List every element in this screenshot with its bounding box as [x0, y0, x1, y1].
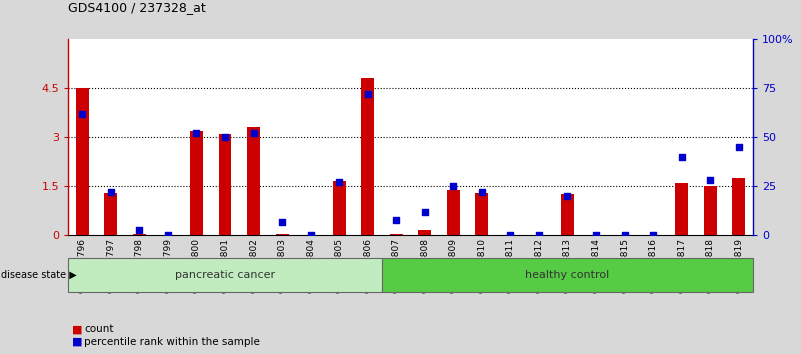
Point: [704, 178, 717, 183]
Bar: [704, 186, 717, 235]
Point: [133, 227, 146, 232]
Point: [646, 233, 659, 238]
Bar: [248, 127, 260, 235]
Bar: [332, 181, 345, 235]
Bar: [447, 190, 460, 235]
Point: [447, 183, 460, 189]
Bar: [390, 234, 403, 235]
Point: [276, 219, 288, 224]
Point: [76, 111, 89, 116]
Point: [533, 233, 545, 238]
Bar: [675, 183, 688, 235]
Bar: [732, 178, 745, 235]
Point: [390, 217, 403, 223]
Point: [618, 233, 631, 238]
Bar: [276, 234, 288, 235]
Text: disease state ▶: disease state ▶: [1, 270, 77, 280]
Point: [476, 189, 489, 195]
Bar: [190, 131, 203, 235]
Point: [104, 189, 117, 195]
Point: [561, 193, 574, 199]
Bar: [68, 258, 382, 292]
Bar: [561, 194, 574, 235]
Point: [162, 233, 175, 238]
Point: [504, 233, 517, 238]
Point: [732, 144, 745, 150]
Bar: [382, 258, 753, 292]
Point: [418, 209, 431, 215]
Text: healthy control: healthy control: [525, 270, 610, 280]
Point: [332, 179, 345, 185]
Bar: [476, 193, 489, 235]
Point: [590, 233, 602, 238]
Text: pancreatic cancer: pancreatic cancer: [175, 270, 275, 280]
Bar: [418, 230, 431, 235]
Text: percentile rank within the sample: percentile rank within the sample: [84, 337, 260, 347]
Point: [248, 130, 260, 136]
Bar: [104, 193, 117, 235]
Point: [190, 130, 203, 136]
Text: count: count: [84, 324, 114, 334]
Text: GDS4100 / 237328_at: GDS4100 / 237328_at: [68, 1, 206, 14]
Bar: [219, 134, 231, 235]
Bar: [361, 78, 374, 235]
Point: [304, 233, 317, 238]
Point: [219, 134, 231, 140]
Point: [361, 91, 374, 97]
Text: ■: ■: [72, 324, 83, 334]
Text: ■: ■: [72, 337, 83, 347]
Bar: [133, 234, 146, 235]
Bar: [76, 88, 89, 235]
Point: [675, 154, 688, 160]
